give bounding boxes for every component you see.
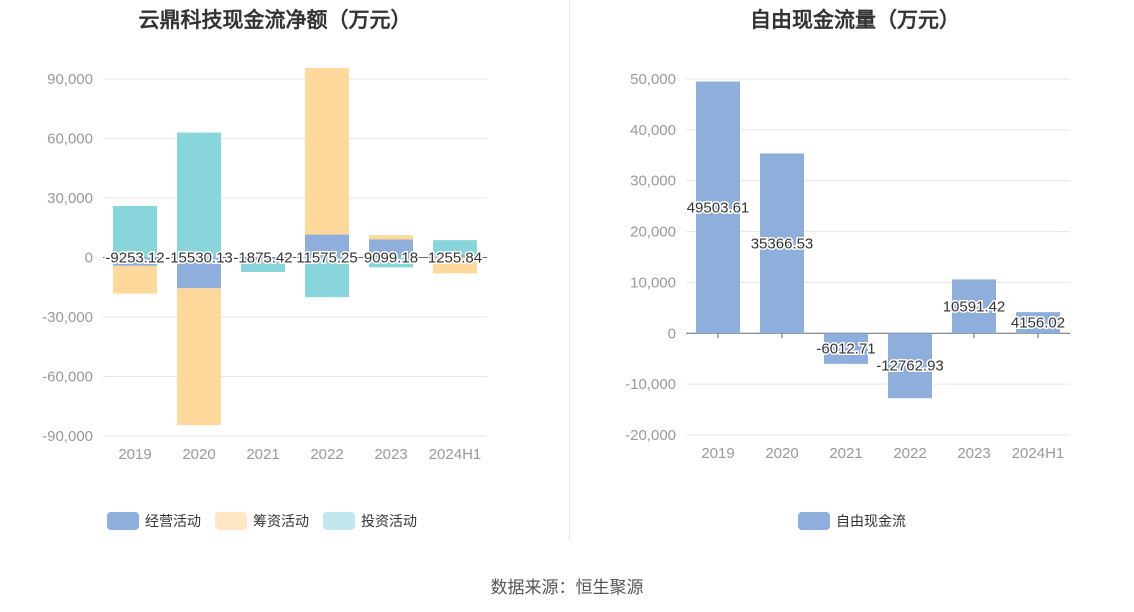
left-chart-title: 云鼎科技现金流净额（万元）	[138, 9, 412, 32]
bar-自由现金流	[760, 153, 804, 334]
legend-free-cash-flow[interactable]: 自由现金流	[798, 511, 906, 531]
data-label: 49503.61	[687, 199, 750, 216]
left-legend: 经营活动 筹资活动 投资活动	[107, 511, 431, 531]
y-tick-label: -60,000	[42, 369, 93, 386]
bar-经营活动	[433, 255, 477, 258]
bar-经营活动	[177, 257, 221, 289]
data-label: 1255.84	[428, 250, 482, 267]
bar-筹资活动	[369, 235, 413, 240]
data-label: -12762.93	[876, 358, 944, 375]
data-source: 数据来源：恒生聚源	[490, 578, 644, 597]
y-tick-label: 0	[668, 325, 676, 342]
x-tick-label: 2021	[246, 446, 279, 463]
y-tick-label: 10,000	[630, 274, 676, 291]
bar-自由现金流	[888, 333, 932, 399]
bar-自由现金流	[1016, 312, 1060, 334]
y-tick-label: 90,000	[47, 71, 93, 88]
bar-经营活动	[305, 234, 349, 258]
bar-自由现金流	[952, 279, 996, 334]
legend-label-financing: 筹资活动	[253, 513, 309, 529]
y-tick-label: 20,000	[630, 224, 676, 241]
data-label: -9253.12	[105, 250, 164, 267]
bar-投资活动	[433, 240, 477, 256]
y-tick-label: 0	[85, 250, 93, 267]
bar-筹资活动	[113, 265, 157, 294]
data-label: 9099.18	[364, 250, 418, 267]
bar-投资活动	[177, 132, 221, 258]
data-label: -15530.13	[165, 250, 233, 267]
x-tick-label: 2020	[765, 445, 798, 462]
bar-筹资活动	[177, 288, 221, 426]
cash-flow-net-chart: -90,000 -60,000 -30,000 0 30,000 60,000 90,000…	[42, 67, 487, 463]
x-tick-label: 2019	[118, 446, 151, 463]
x-tick-label: 2022	[893, 445, 926, 462]
free-cash-flow-chart: -20,000 -10,000 0 10,000 20,000 30,000 40,000 5…	[625, 71, 1070, 462]
data-label: 10591.42	[943, 298, 1006, 315]
right-legend: 自由现金流	[798, 511, 920, 531]
bar-投资活动	[241, 262, 285, 272]
y-tick-label: 60,000	[47, 131, 93, 148]
x-tick-label: 2019	[701, 445, 734, 462]
y-tick-label: -30,000	[42, 309, 93, 326]
legend-financing[interactable]: 筹资活动	[215, 511, 309, 531]
bar-投资活动	[305, 257, 349, 298]
legend-swatch-operating	[107, 512, 139, 530]
y-tick-label: -20,000	[625, 427, 676, 444]
legend-operating[interactable]: 经营活动	[107, 511, 201, 531]
y-tick-label: 40,000	[630, 122, 676, 139]
data-label: -6012.71	[816, 341, 875, 358]
y-tick-label: 30,000	[630, 173, 676, 190]
data-label: 35366.53	[751, 235, 814, 252]
bar-自由现金流	[696, 81, 740, 334]
y-tick-label: 30,000	[47, 190, 93, 207]
bar-投资活动	[369, 257, 413, 268]
legend-investing[interactable]: 投资活动	[323, 511, 417, 531]
bar-经营活动	[241, 257, 285, 261]
legend-swatch-free-cash-flow	[798, 512, 830, 530]
right-chart-title: 自由现金流量（万元）	[750, 9, 960, 32]
bar-筹资活动	[433, 257, 477, 274]
legend-label-free-cash-flow: 自由现金流	[836, 513, 906, 529]
x-tick-label: 2023	[957, 445, 990, 462]
data-label: -1875.42	[233, 250, 292, 267]
x-tick-label: 2020	[182, 446, 215, 463]
panel-divider	[569, 0, 570, 542]
y-tick-label: -90,000	[42, 428, 93, 445]
legend-swatch-investing	[323, 512, 355, 530]
x-tick-label: 2022	[310, 446, 343, 463]
x-tick-label: 2024H1	[429, 446, 482, 463]
x-tick-label: 2021	[829, 445, 862, 462]
bar-投资活动	[113, 205, 157, 258]
bar-经营活动	[113, 257, 157, 266]
bar-筹资活动	[241, 260, 285, 263]
data-label: 11575.25	[296, 250, 357, 267]
bar-自由现金流	[824, 333, 868, 364]
bar-经营活动	[369, 239, 413, 258]
legend-label-operating: 经营活动	[145, 513, 201, 529]
legend-label-investing: 投资活动	[361, 513, 417, 529]
x-tick-label: 2023	[374, 446, 407, 463]
y-tick-label: -10,000	[625, 376, 676, 393]
y-tick-label: 50,000	[630, 71, 676, 88]
data-label: 4156.02	[1011, 315, 1065, 332]
x-tick-label: 2024H1	[1012, 445, 1065, 462]
legend-swatch-financing	[215, 512, 247, 530]
bar-筹资活动	[305, 67, 349, 235]
